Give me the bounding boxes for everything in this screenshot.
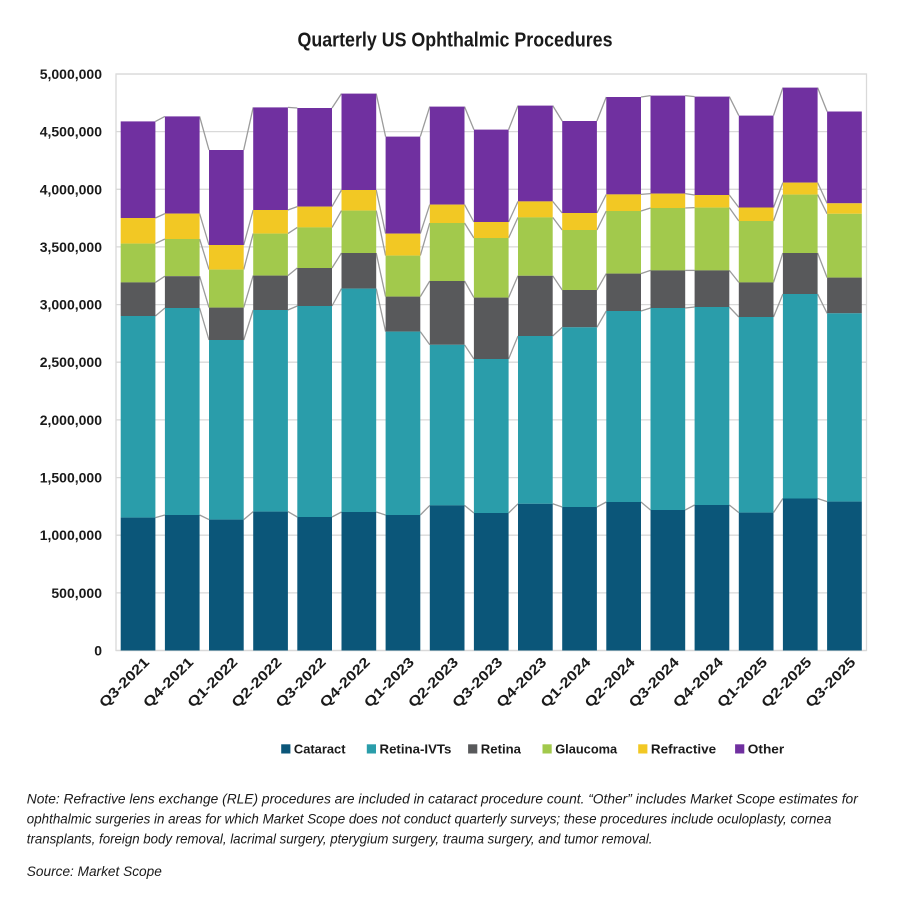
svg-text:4,000,000: 4,000,000 xyxy=(40,181,102,197)
svg-text:Retina-IVTs: Retina-IVTs xyxy=(380,742,452,757)
svg-text:transplants, foreign body remo: transplants, foreign body removal, lacri… xyxy=(27,832,653,847)
svg-text:4,500,000: 4,500,000 xyxy=(40,124,102,140)
svg-text:Other: Other xyxy=(748,742,784,757)
svg-text:Glaucoma: Glaucoma xyxy=(555,742,618,757)
svg-text:2,500,000: 2,500,000 xyxy=(40,354,102,370)
svg-text:1,500,000: 1,500,000 xyxy=(40,470,102,486)
svg-text:Note: Refractive lens exchange: Note: Refractive lens exchange (RLE) pro… xyxy=(27,792,859,807)
svg-text:Refractive: Refractive xyxy=(651,742,716,757)
svg-text:500,000: 500,000 xyxy=(51,585,102,601)
svg-text:1,000,000: 1,000,000 xyxy=(40,527,102,543)
svg-text:5,000,000: 5,000,000 xyxy=(40,66,102,82)
svg-text:Source: Market Scope: Source: Market Scope xyxy=(27,864,162,879)
svg-text:ophthalmic surgeries in areas: ophthalmic surgeries in areas for which … xyxy=(27,812,832,827)
svg-text:Cataract: Cataract xyxy=(294,742,346,757)
svg-text:2,000,000: 2,000,000 xyxy=(40,412,102,428)
svg-text:3,000,000: 3,000,000 xyxy=(40,297,102,313)
svg-text:3,500,000: 3,500,000 xyxy=(40,239,102,255)
svg-text:0: 0 xyxy=(94,643,102,659)
svg-text:Quarterly US Ophthalmic Proced: Quarterly US Ophthalmic Procedures xyxy=(298,30,613,52)
svg-text:Retina: Retina xyxy=(481,742,522,757)
